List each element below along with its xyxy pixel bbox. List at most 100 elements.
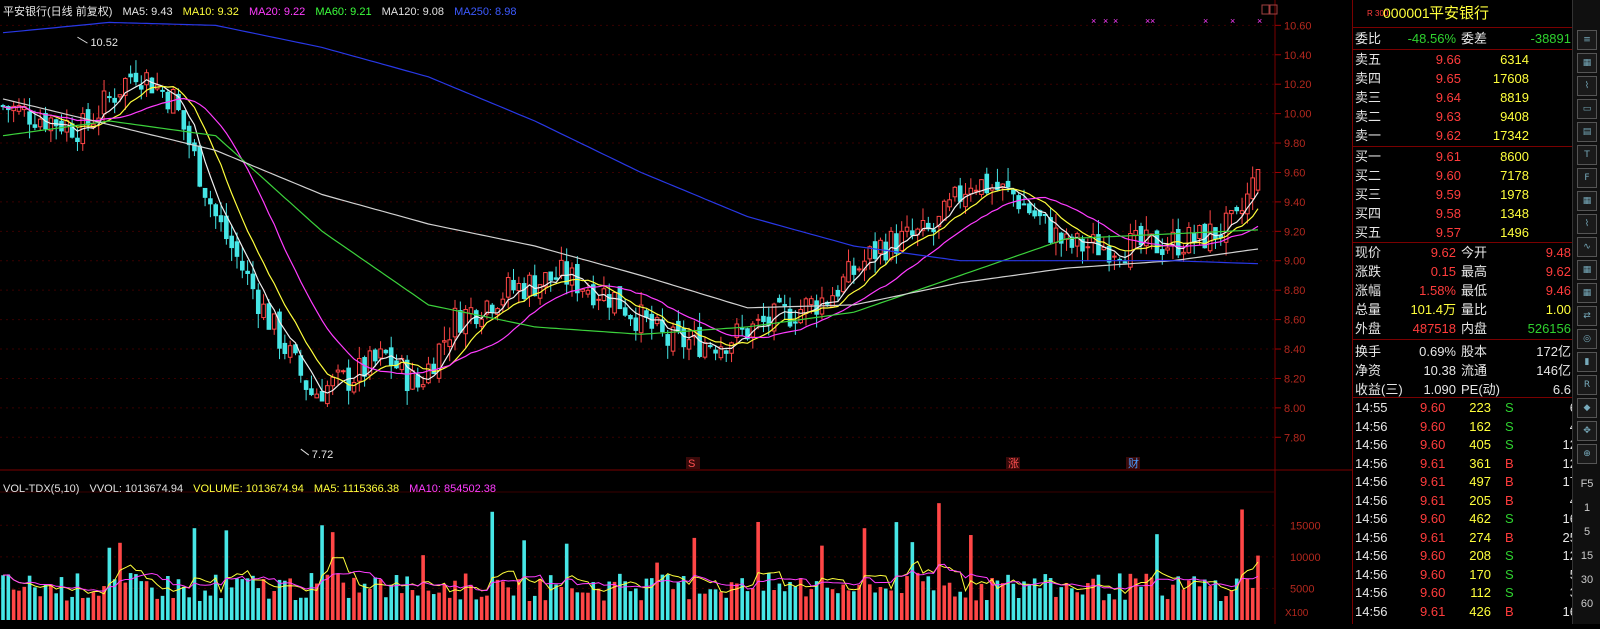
candle	[968, 187, 974, 195]
period-button-F5[interactable]: F5	[1580, 478, 1594, 490]
ask-volume: 8819	[1500, 90, 1529, 105]
volume-bar	[485, 595, 489, 620]
vol-indicator-label[interactable]: VOL-TDX(5,10)	[3, 483, 80, 495]
volume-bar	[889, 590, 893, 620]
candle	[309, 388, 314, 396]
vol-icon[interactable]: ▮	[1577, 352, 1597, 372]
candle	[532, 275, 538, 297]
ma120-label: MA120: 9.08	[381, 6, 445, 18]
separator	[1353, 397, 1573, 398]
table-icon[interactable]: ▦	[1577, 191, 1597, 211]
candle	[218, 215, 224, 223]
period-button-1[interactable]: 1	[1583, 502, 1591, 514]
zoom-icon[interactable]: ⊕	[1577, 444, 1597, 464]
low-marker-line	[300, 448, 310, 456]
candle	[0, 105, 6, 108]
period-button-30[interactable]: 30	[1580, 574, 1594, 586]
candle	[128, 73, 133, 78]
tick-price: 9.61	[1420, 603, 1446, 619]
candle	[1011, 189, 1016, 195]
candle	[415, 374, 421, 388]
volume-bar	[1149, 577, 1154, 620]
candle	[840, 276, 846, 293]
line-icon[interactable]: ∿	[1577, 237, 1597, 257]
volume-bar	[830, 589, 835, 620]
candle	[1234, 207, 1240, 212]
tick-price: 9.60	[1420, 566, 1446, 582]
volume-bar	[1229, 590, 1234, 620]
volume-bar	[49, 584, 53, 620]
move-icon[interactable]: ✥	[1577, 421, 1597, 441]
candle	[452, 307, 458, 338]
kline-chart-area[interactable]: 10.60 10.40 10.20 10.00 9.80 9.60 9.40 9.20 9.00…	[0, 0, 1352, 624]
candle	[1016, 195, 1021, 210]
volume-bar	[27, 575, 32, 620]
period-button-5[interactable]: 5	[1583, 526, 1591, 538]
table-icon[interactable]: ▦	[1577, 283, 1597, 303]
candle	[16, 105, 22, 112]
stat-value: 172亿	[1536, 344, 1571, 359]
candle	[303, 380, 309, 390]
volume-bar	[671, 589, 675, 620]
list-icon[interactable]: ≡	[1577, 30, 1597, 50]
doc-icon[interactable]: ▤	[1577, 122, 1597, 142]
grid-icon[interactable]: ▦	[1577, 53, 1597, 73]
volume-bar	[857, 584, 861, 620]
bid-label: 买五	[1355, 225, 1382, 240]
f10-icon[interactable]: F	[1577, 168, 1597, 188]
vol-ma5-label: MA5: 1115366.38	[313, 483, 400, 495]
volume-bar	[1027, 584, 1032, 620]
ask-label: 卖一	[1355, 128, 1382, 143]
chart-icon[interactable]: ⌇	[1577, 214, 1597, 234]
price-axis-label: 9.60	[1284, 167, 1305, 179]
rsi-icon[interactable]: R	[1577, 375, 1597, 395]
tick-side: B	[1505, 603, 1514, 619]
candle	[559, 259, 564, 277]
volume-bar	[1101, 600, 1106, 620]
volume-bar	[203, 590, 207, 620]
tick-volume: 426	[1469, 603, 1491, 619]
volume-bar	[804, 596, 808, 620]
tick-row: 14:569.60162S4	[1353, 417, 1577, 436]
volume-bars	[1, 503, 1260, 620]
tick-side: S	[1505, 548, 1514, 563]
tick-side: B	[1505, 492, 1514, 508]
volume-bar	[458, 599, 463, 620]
cycle-icon[interactable]: ◎	[1577, 329, 1597, 349]
period-button-60[interactable]: 60	[1580, 598, 1594, 610]
tag-icon[interactable]: ◆	[1577, 398, 1597, 418]
volume-bar	[990, 577, 994, 620]
volume-bar	[958, 591, 963, 620]
bid-label: 买二	[1355, 168, 1382, 183]
volume-bar	[1075, 592, 1079, 620]
volume-bar	[724, 597, 729, 620]
kline-chart[interactable]: 10.60 10.40 10.20 10.00 9.80 9.60 9.40 9.20 9.00…	[0, 0, 1352, 624]
candle	[1186, 227, 1192, 254]
tick-volume: 162	[1469, 418, 1491, 434]
volume-bar	[410, 590, 415, 620]
volume-bar	[905, 576, 909, 620]
table-icon[interactable]: ▦	[1577, 260, 1597, 280]
window-icon[interactable]: ▭	[1577, 99, 1597, 119]
candle	[1000, 183, 1006, 189]
compare-icon[interactable]: ⇄	[1577, 306, 1597, 326]
candle	[894, 233, 899, 254]
volume-bar	[288, 578, 292, 620]
volume-bar	[735, 583, 739, 620]
ma250-line	[2, 21, 1259, 265]
candle	[123, 77, 128, 96]
volume-bar	[415, 595, 420, 620]
volume-bar	[543, 600, 548, 620]
volume-bar	[341, 582, 346, 620]
candle	[165, 91, 171, 110]
candle	[1021, 203, 1027, 206]
tick-row: 14:569.61205B4	[1353, 491, 1577, 510]
tick-time: 14:56	[1355, 418, 1388, 434]
stat-value: 487518	[1412, 321, 1456, 336]
chart-icon[interactable]: ⌇	[1577, 76, 1597, 96]
text-icon[interactable]: T	[1577, 145, 1597, 165]
period-button-15[interactable]: 15	[1580, 550, 1594, 562]
tick-price: 9.60	[1420, 548, 1446, 563]
volume-label: VOLUME: 1013674.94	[193, 483, 304, 495]
volume-bar	[1006, 574, 1010, 620]
